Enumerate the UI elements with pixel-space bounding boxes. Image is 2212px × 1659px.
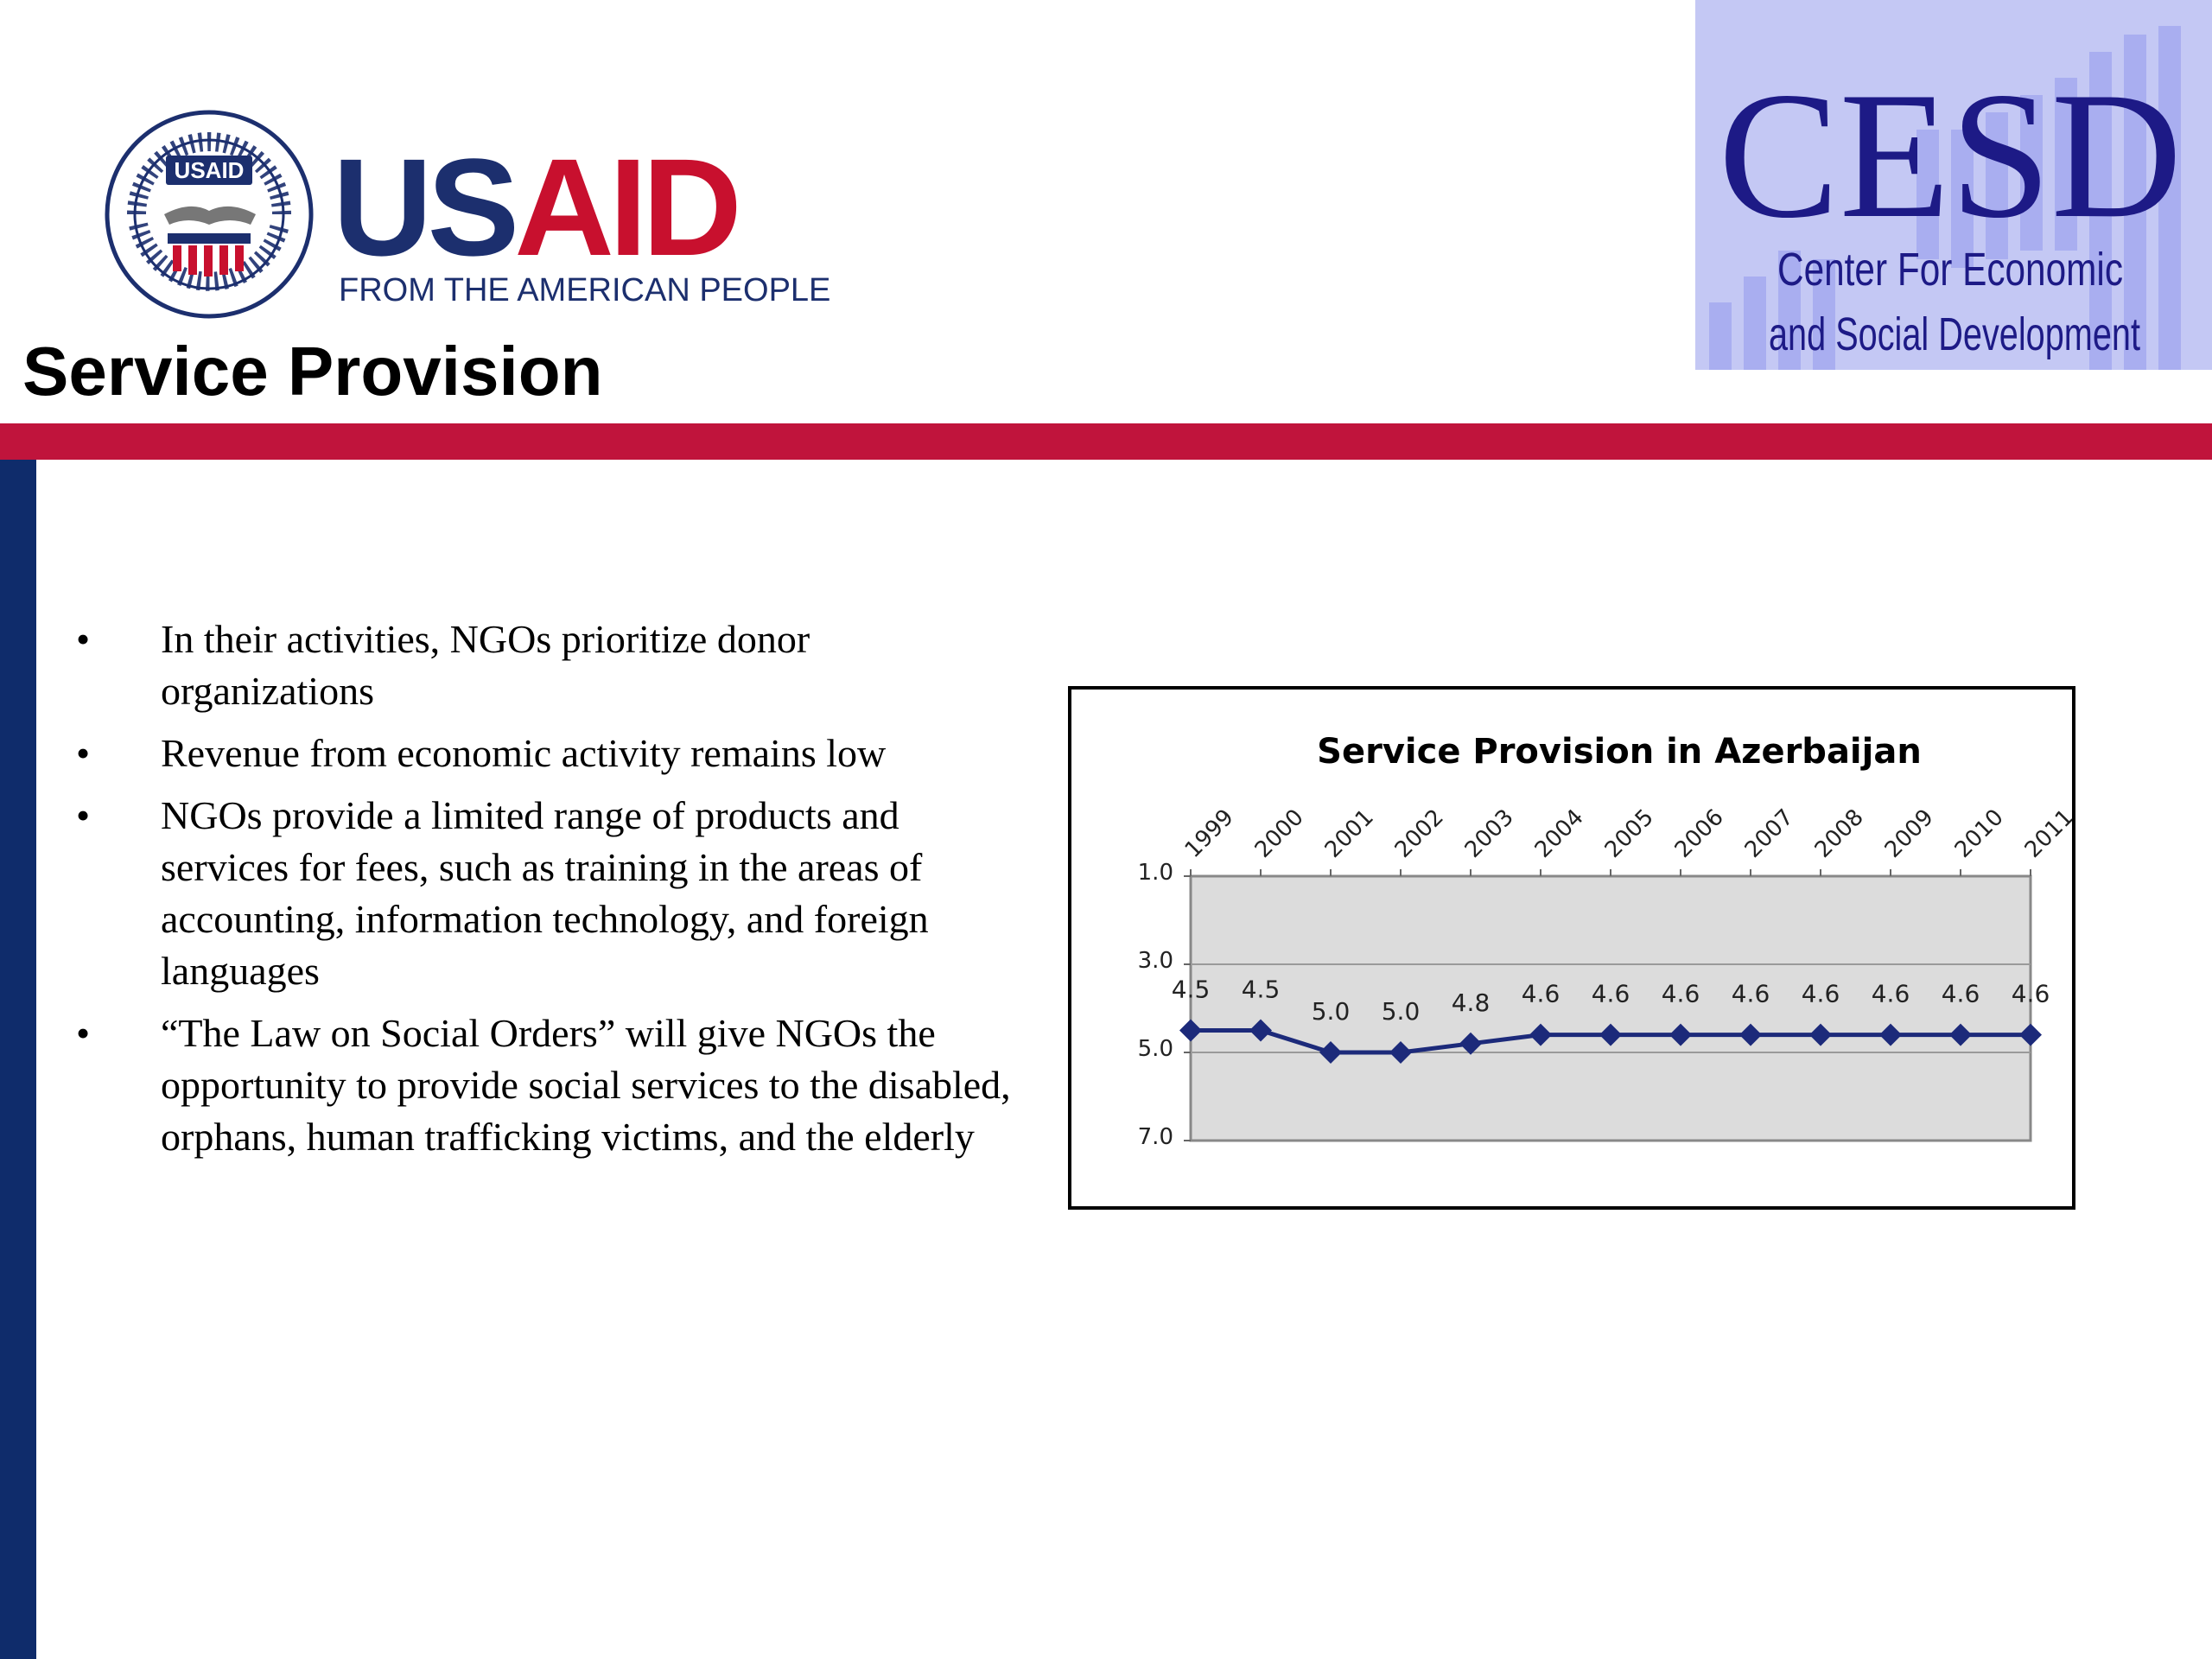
x-tick-label: 2004 xyxy=(1530,804,1589,863)
service-provision-chart: Service Provision in Azerbaijan 1.0 3.0 5.0… xyxy=(1138,732,2072,1150)
data-label: 4.6 xyxy=(2012,980,2050,1008)
x-tick-label: 1999 xyxy=(1180,804,1239,863)
x-tick-label: 2002 xyxy=(1390,804,1449,863)
bullet-item: • Revenue from economic activity remains … xyxy=(69,728,1028,779)
data-label: 4.6 xyxy=(1522,980,1560,1008)
cesd-acronym: CESD xyxy=(1719,55,2183,256)
data-point-marker xyxy=(1669,1023,1692,1046)
data-point-marker xyxy=(1739,1023,1762,1046)
data-label: 4.6 xyxy=(1942,980,1980,1008)
bullet-item: • In their activities, NGOs prioritize do… xyxy=(69,613,1028,717)
usaid-logo: USAID USAID FROM THE AMERICAN PEOPLE xyxy=(105,110,830,319)
usaid-wordmark: USAID xyxy=(333,130,737,284)
data-label: 4.6 xyxy=(1592,980,1630,1008)
bullet-text: Revenue from economic activity remains l… xyxy=(161,731,887,775)
cesd-bars-icon xyxy=(1709,26,2181,370)
data-point-marker xyxy=(1249,1019,1272,1042)
y-tick-label: 7.0 xyxy=(1138,1124,1173,1150)
y-tick-label: 3.0 xyxy=(1138,948,1173,974)
y-tick-label: 1.0 xyxy=(1138,860,1173,886)
bullet-text: NGOs provide a limited range of products… xyxy=(161,793,929,993)
chart-title: Service Provision in Azerbaijan xyxy=(1317,732,1922,772)
cesd-line2: and Social Development xyxy=(1769,308,2140,360)
seal-badge-text: USAID xyxy=(175,157,245,183)
x-tick-label: 2011 xyxy=(2020,804,2072,863)
data-point-marker xyxy=(2019,1023,2042,1046)
data-point-marker xyxy=(1319,1041,1342,1064)
data-point-marker xyxy=(1879,1023,1902,1046)
data-label: 4.6 xyxy=(1662,980,1700,1008)
data-label: 4.6 xyxy=(1732,980,1770,1008)
data-label: 4.8 xyxy=(1452,988,1491,1017)
x-tick-label: 2006 xyxy=(1670,804,1729,863)
data-point-marker xyxy=(1599,1023,1622,1046)
page-title: Service Provision xyxy=(22,333,603,410)
bullet-item: • NGOs provide a limited range of product… xyxy=(69,790,1028,997)
data-label: 5.0 xyxy=(1312,997,1351,1026)
bullet-list: • In their activities, NGOs prioritize do… xyxy=(69,613,1028,1173)
x-tick-label: 2001 xyxy=(1320,804,1379,863)
x-tick-label: 2008 xyxy=(1810,804,1869,863)
usaid-seal-icon: USAID xyxy=(105,110,314,319)
usaid-tagline: FROM THE AMERICAN PEOPLE xyxy=(339,272,830,308)
data-point-marker xyxy=(1459,1032,1482,1055)
y-tick-label: 5.0 xyxy=(1138,1036,1173,1062)
x-tick-label: 2010 xyxy=(1950,804,2009,863)
x-tick-label: 2007 xyxy=(1740,804,1799,863)
bullet-dot: • xyxy=(76,617,91,661)
cesd-line1: Center For Economic xyxy=(1777,244,2123,296)
data-label: 4.5 xyxy=(1172,976,1211,1004)
data-label: 4.6 xyxy=(1872,980,1910,1008)
bullet-text: In their activities, NGOs prioritize don… xyxy=(161,617,810,713)
x-tick-label: 2000 xyxy=(1250,804,1309,863)
x-tick-label: 2003 xyxy=(1460,804,1519,863)
bullet-text: “The Law on Social Orders” will give NGO… xyxy=(161,1011,1011,1159)
navy-side-bar xyxy=(0,460,36,1659)
data-point-marker xyxy=(1179,1019,1202,1042)
data-point-marker xyxy=(1809,1023,1832,1046)
data-point-marker xyxy=(1529,1023,1552,1046)
data-label: 4.5 xyxy=(1242,976,1281,1004)
x-tick-label: 2005 xyxy=(1600,804,1659,863)
data-label: 4.6 xyxy=(1802,980,1840,1008)
bullet-item: • “The Law on Social Orders” will give NG… xyxy=(69,1007,1028,1163)
data-point-marker xyxy=(1949,1023,1972,1046)
x-tick-label: 2009 xyxy=(1880,804,1939,863)
bullet-dot: • xyxy=(76,1011,91,1055)
data-point-marker xyxy=(1389,1041,1412,1064)
cesd-logo: CESD Center For Economic and Social Deve… xyxy=(1695,0,2212,370)
bullet-dot: • xyxy=(76,731,91,775)
red-divider-bar xyxy=(0,423,2212,460)
data-label: 5.0 xyxy=(1382,997,1421,1026)
chart-frame: Service Provision in Azerbaijan 1.0 3.0 5.0… xyxy=(1068,686,2075,1210)
bullet-dot: • xyxy=(76,793,91,837)
